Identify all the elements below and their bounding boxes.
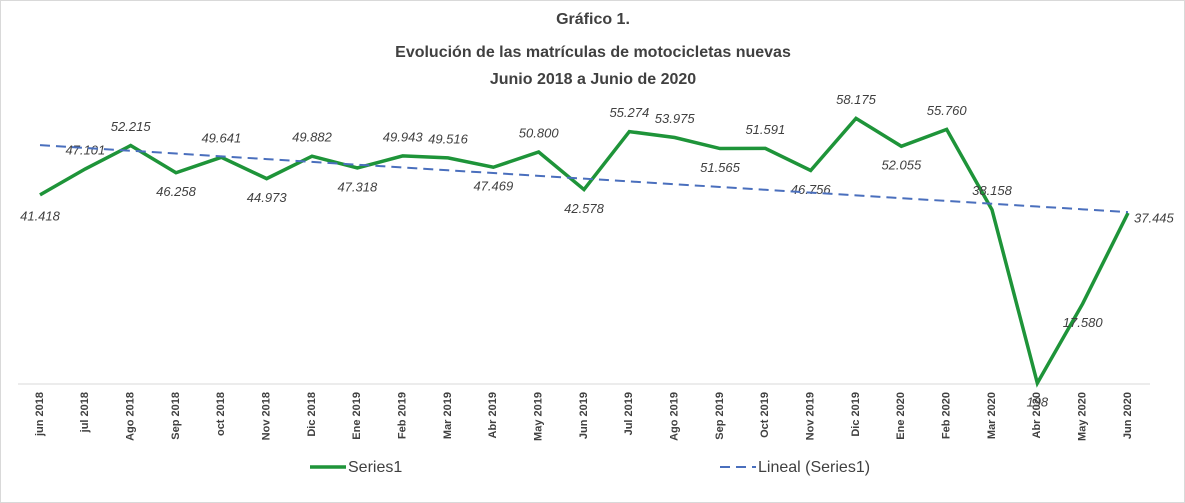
x-tick-label: Abr 2020 (1031, 392, 1043, 438)
data-label: 53.975 (655, 111, 696, 126)
data-label: 51.591 (745, 122, 785, 137)
x-tick-label: jun 2018 (34, 392, 46, 437)
x-tick-label: Abr 2019 (487, 392, 499, 438)
data-label: 46.258 (156, 184, 197, 199)
x-tick-label: Nov 2018 (261, 392, 273, 440)
x-tick-label: oct 2018 (215, 392, 227, 436)
data-label: 198 (1026, 395, 1048, 410)
data-label: 47.469 (473, 179, 513, 194)
x-tick-label: Sep 2019 (714, 392, 726, 440)
x-tick-label: Jun 2020 (1122, 392, 1134, 439)
chart-title: Junio 2018 a Junio de 2020 (490, 71, 696, 88)
data-label: 51.565 (700, 160, 741, 175)
x-tick-label: Dic 2018 (306, 392, 318, 437)
data-label: 41.418 (20, 208, 61, 223)
x-tick-label: May 2020 (1077, 392, 1089, 441)
x-tick-label: Mar 2020 (986, 392, 998, 439)
x-tick-label: Feb 2020 (941, 392, 953, 439)
data-label: 38.158 (972, 183, 1013, 198)
data-label: 44.973 (247, 190, 288, 205)
data-label: 49.882 (292, 130, 333, 145)
data-label: 55.760 (927, 103, 968, 118)
data-label: 49.943 (383, 129, 424, 144)
x-tick-label: Ago 2019 (669, 392, 681, 441)
chart-title: Gráfico 1. (556, 11, 630, 28)
data-label: 58.175 (836, 92, 877, 107)
x-tick-label: Ago 2018 (125, 392, 137, 441)
data-label: 17.580 (1063, 315, 1104, 330)
x-tick-label: Ene 2020 (895, 392, 907, 440)
x-tick-label: May 2019 (533, 392, 545, 441)
x-tick-label: Sep 2018 (170, 392, 182, 440)
data-label: 47.318 (337, 179, 378, 194)
x-tick-label: Oct 2019 (759, 392, 771, 438)
data-label: 55.274 (609, 105, 649, 120)
data-label: 52.055 (881, 158, 922, 173)
x-tick-label: Ene 2019 (351, 392, 363, 440)
data-label: 49.516 (428, 131, 469, 146)
data-label: 47.101 (65, 142, 105, 157)
data-label: 52.215 (111, 119, 152, 134)
chart-title: Evolución de las matrículas de motocicle… (395, 44, 791, 61)
legend-label: Series1 (348, 459, 402, 476)
data-label: 42.578 (564, 201, 605, 216)
legend-label: Lineal (Series1) (758, 459, 870, 476)
x-tick-label: Feb 2019 (397, 392, 409, 439)
data-label: 50.800 (519, 125, 560, 140)
x-tick-label: jul 2018 (79, 392, 91, 433)
x-tick-label: Jul 2019 (623, 392, 635, 435)
x-tick-label: Dic 2019 (850, 392, 862, 437)
x-tick-label: Nov 2019 (805, 392, 817, 440)
x-tick-label: Mar 2019 (442, 392, 454, 439)
data-label: 46.756 (791, 182, 832, 197)
series-line (39, 144, 1129, 214)
data-label: 49.641 (201, 131, 241, 146)
x-tick-label: Jun 2019 (578, 392, 590, 439)
data-label: 37.445 (1134, 210, 1175, 225)
